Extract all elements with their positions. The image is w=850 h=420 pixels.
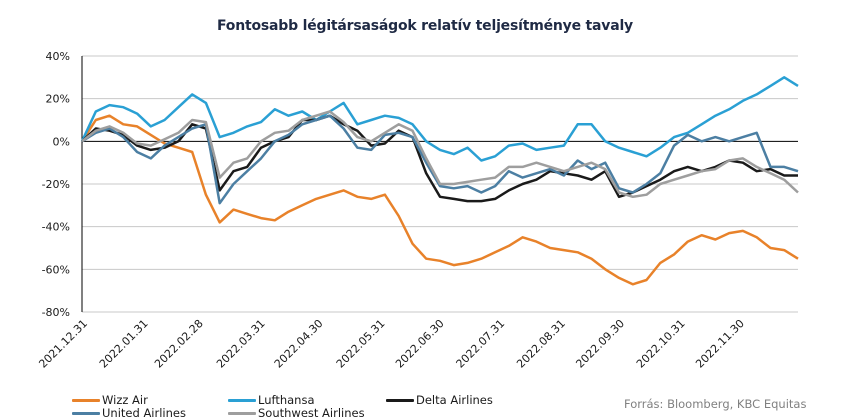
x-tick-label: 2022.06.30: [393, 317, 447, 371]
series-line-lufthansa: [80, 76, 799, 162]
legend-label: Lufthansa: [258, 393, 315, 407]
series-line-southwest-airlines: [81, 110, 799, 199]
y-tick-label: -60%: [42, 263, 70, 276]
chart-title: Fontosabb légitársaságok relatív teljesí…: [217, 18, 633, 34]
y-tick-label: -80%: [42, 306, 70, 319]
x-axis-ticks: 2021.12.31 2022.01.31 2022.02.28 2022.03.31…: [36, 317, 747, 371]
legend-swatch-lufthansa: [228, 398, 256, 402]
y-tick-label: -20%: [42, 178, 70, 191]
y-tick-label: -40%: [42, 221, 70, 234]
y-tick-label: 20%: [46, 93, 70, 106]
legend-label: United Airlines: [102, 406, 186, 420]
legend-item-wizz-air: Wizz Air: [72, 393, 148, 407]
x-tick-label: 2022.09.30: [573, 317, 627, 371]
x-tick-label: 2022.02.28: [152, 317, 206, 371]
legend-label: Wizz Air: [102, 393, 148, 407]
line-chart: 40%20%0%-20%-40%-60%-80% 2021.12.31 2022.…: [36, 50, 799, 371]
x-tick-label: 2022.04.30: [272, 317, 326, 371]
x-tick-label: 2022.07.31: [454, 317, 508, 371]
x-tick-label: 2022.05.31: [334, 317, 388, 371]
legend-swatch-southwest: [228, 411, 256, 415]
y-axis-ticks: 40% 20% 0% -20% -40% -60% -80%: [42, 50, 70, 319]
x-tick-label: 2022.08.31: [514, 317, 568, 371]
series-lines: [80, 76, 799, 286]
legend-label: Delta Airlines: [416, 393, 493, 407]
legend-item-delta: Delta Airlines: [386, 393, 493, 407]
series-line-wizz-air: [80, 114, 799, 286]
legend-item-southwest: Southwest Airlines: [228, 406, 365, 420]
legend-label: Southwest Airlines: [258, 406, 365, 420]
legend-swatch-united: [72, 411, 100, 415]
legend-swatch-wizz-air: [72, 398, 100, 402]
y-tick-label: 0%: [53, 135, 70, 148]
series-line-delta-airlines: [81, 114, 798, 203]
legend-item-lufthansa: Lufthansa: [228, 393, 315, 407]
legend-swatch-delta: [386, 398, 414, 402]
x-tick-label: 2022.01.31: [97, 317, 151, 371]
x-tick-label: 2022.10.31: [634, 317, 688, 371]
x-tick-label: 2022.03.31: [214, 317, 268, 371]
legend-item-united: United Airlines: [72, 406, 186, 420]
x-tick-label: 2022.11.30: [693, 317, 747, 371]
series-line-united-airlines: [81, 114, 799, 205]
y-tick-label: 40%: [46, 50, 70, 63]
x-tick-label: 2021.12.31: [36, 317, 90, 371]
source-note: Forrás: Bloomberg, KBC Equitas: [624, 397, 807, 411]
